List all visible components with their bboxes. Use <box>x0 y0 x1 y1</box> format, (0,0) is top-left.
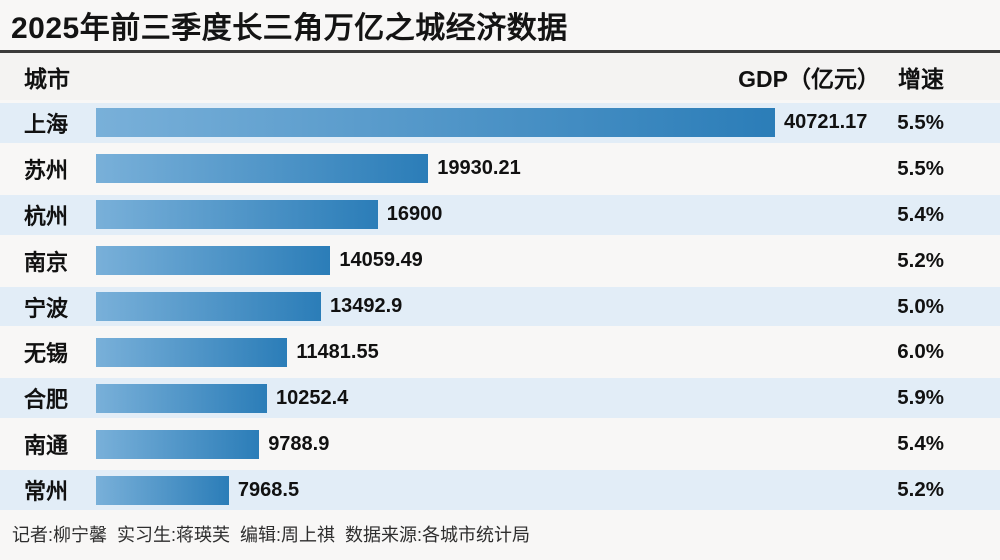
city-label: 苏州 <box>24 157 69 183</box>
gdp-value-label: 10252.4 <box>276 386 349 409</box>
title-divider <box>0 50 1000 53</box>
gdp-bar <box>96 337 288 367</box>
growth-rate-label: 5.4% <box>897 432 944 456</box>
gdp-bar <box>96 383 267 413</box>
gdp-value-label: 13492.9 <box>330 295 403 317</box>
gdp-value-label: 11481.55 <box>296 340 379 363</box>
gdp-bar <box>96 108 775 138</box>
rows: 上海 40721.17 5.5% 苏州 19930.21 5.5% 杭州 169… <box>0 100 1000 514</box>
gdp-value-label: 16900 <box>386 203 443 226</box>
growth-rate-label: 5.2% <box>897 478 944 502</box>
table-row: 常州 7968.5 5.2% <box>0 467 1000 514</box>
gdp-value-label: 40721.17 <box>784 111 868 134</box>
city-label: 杭州 <box>24 203 69 229</box>
gdp-bar <box>96 246 331 276</box>
bar-area: 13492.9 <box>96 292 880 321</box>
gdp-bar <box>96 429 260 459</box>
table-row: 宁波 13492.9 5.0% <box>0 283 1000 330</box>
gdp-value-label: 9788.9 <box>268 432 330 455</box>
gdp-value-label: 19930.21 <box>437 157 521 180</box>
growth-rate-label: 5.4% <box>897 202 944 226</box>
growth-rate-label: 5.0% <box>897 294 944 318</box>
column-header-gdp: GDP（亿元） <box>738 65 880 92</box>
growth-rate-label: 6.0% <box>897 340 944 364</box>
gdp-value-label: 14059.49 <box>339 249 423 272</box>
growth-rate-label: 5.9% <box>897 386 944 410</box>
table-header: 城市 GDP（亿元） 增速 <box>0 53 1000 100</box>
bar-area: 40721.17 <box>96 108 880 138</box>
gdp-bar <box>96 200 378 230</box>
bar-area: 9788.9 <box>96 429 880 459</box>
city-label: 上海 <box>24 111 69 137</box>
credits-footer: 记者:柳宁馨 实习生:蒋瑛芙 编辑:周上祺 数据来源:各城市统计局 <box>12 525 531 545</box>
city-label: 南京 <box>24 249 69 275</box>
gdp-value-label: 7968.5 <box>237 478 300 501</box>
table-row: 上海 40721.17 5.5% <box>0 100 1000 146</box>
column-header-growth: 增速 <box>898 65 944 92</box>
table-row: 苏州 19930.21 5.5% <box>0 146 1000 192</box>
gdp-bar <box>96 154 429 184</box>
city-label: 合肥 <box>24 387 69 413</box>
column-header-city: 城市 <box>24 65 70 92</box>
bar-area: 10252.4 <box>96 383 880 413</box>
gdp-bar <box>96 475 229 505</box>
page-title: 2025年前三季度长三角万亿之城经济数据 <box>11 12 568 45</box>
city-label: 常州 <box>24 479 69 505</box>
table-row: 杭州 16900 5.4% <box>0 191 1000 238</box>
table-row: 南京 14059.49 5.2% <box>0 238 1000 284</box>
table-row: 无锡 11481.55 6.0% <box>0 329 1000 375</box>
growth-rate-label: 5.5% <box>897 110 944 134</box>
table-row: 南通 9788.9 5.4% <box>0 421 1000 467</box>
bar-area: 11481.55 <box>96 337 880 367</box>
bar-area: 14059.49 <box>96 246 880 276</box>
bar-area: 19930.21 <box>96 154 880 184</box>
growth-rate-label: 5.5% <box>897 156 944 180</box>
growth-rate-label: 5.2% <box>897 248 944 272</box>
table-row: 合肥 10252.4 5.9% <box>0 375 1000 422</box>
gdp-bar <box>96 292 321 321</box>
bar-area: 7968.5 <box>96 475 880 505</box>
city-label: 无锡 <box>24 341 69 367</box>
city-label: 南通 <box>24 433 69 459</box>
bar-area: 16900 <box>96 200 880 230</box>
city-label: 宁波 <box>24 295 69 321</box>
